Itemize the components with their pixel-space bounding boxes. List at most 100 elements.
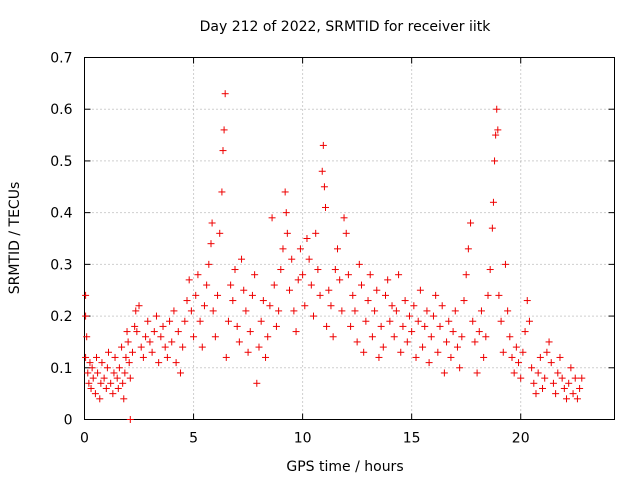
data-point [549, 379, 557, 387]
data-point [110, 369, 118, 377]
data-point [325, 286, 333, 294]
data-point [294, 276, 302, 284]
data-point [286, 286, 294, 294]
axis-ticks [84, 57, 615, 420]
data-point [246, 328, 254, 336]
data-point [327, 302, 335, 310]
data-point [218, 188, 226, 196]
data-point [107, 379, 115, 387]
data-point [438, 302, 446, 310]
data-point [132, 307, 140, 315]
data-point [303, 235, 311, 242]
data-point [410, 302, 418, 310]
data-point [318, 167, 326, 175]
data-point [563, 395, 571, 403]
data-point [344, 271, 352, 279]
data-point [492, 131, 500, 139]
data-point [118, 343, 126, 351]
data-point [233, 322, 241, 330]
data-point [388, 302, 396, 310]
y-tick-label: 0.2 [50, 309, 72, 325]
data-point [377, 322, 385, 330]
data-point [299, 271, 307, 279]
data-point [82, 353, 90, 361]
data-point [336, 276, 344, 284]
data-point [238, 255, 246, 263]
data-point [397, 348, 405, 356]
data-point [264, 333, 272, 341]
data-point [282, 209, 290, 217]
data-point [434, 348, 442, 356]
data-point [266, 302, 274, 310]
data-point [342, 229, 350, 237]
data-point [547, 359, 555, 367]
data-point [429, 312, 437, 320]
y-tick-label: 0.3 [50, 257, 72, 273]
data-point [155, 359, 163, 367]
data-point [168, 338, 176, 346]
data-point [214, 291, 222, 299]
data-point [244, 348, 252, 356]
data-point [88, 364, 96, 372]
data-point [310, 312, 318, 320]
data-point [576, 384, 584, 392]
data-point [384, 276, 392, 284]
data-point [270, 281, 278, 289]
data-point [469, 317, 477, 325]
data-point [176, 369, 184, 377]
x-axis-label: GPS time / hours [286, 459, 403, 475]
data-point [571, 374, 579, 382]
tick-labels: 0 0.1 0.2 0.3 0.4 0.5 0.6 0.7 0 5 10 15 20 [50, 51, 529, 447]
data-point [573, 395, 581, 403]
data-point [219, 147, 227, 155]
data-point [174, 328, 182, 336]
data-point [545, 338, 553, 346]
data-point [421, 322, 429, 330]
data-point [94, 369, 102, 377]
data-point [403, 338, 411, 346]
data-point [142, 333, 150, 341]
data-point [375, 353, 383, 361]
data-point [92, 353, 100, 361]
data-point [484, 291, 492, 299]
data-point [104, 348, 112, 356]
data-point [192, 291, 200, 299]
data-point [399, 322, 407, 330]
data-point [460, 297, 468, 305]
data-point [436, 322, 444, 330]
data-point [331, 266, 339, 274]
data-point [98, 359, 106, 367]
data-point [185, 276, 193, 284]
data-point [163, 353, 171, 361]
data-point [408, 328, 416, 336]
data-point [229, 297, 237, 305]
x-tick-label: 5 [189, 431, 198, 447]
data-point [183, 297, 191, 305]
plot-frame [84, 57, 615, 420]
data-point [499, 348, 507, 356]
data-point [477, 307, 485, 315]
data-point [135, 302, 143, 310]
grid-lines [84, 57, 615, 420]
data-point [386, 317, 394, 325]
data-point [578, 374, 586, 382]
data-point [83, 333, 91, 341]
data-point [312, 229, 320, 237]
x-tick-label: 15 [403, 431, 421, 447]
data-point [445, 317, 453, 325]
x-tick-label: 0 [80, 431, 89, 447]
data-point [235, 338, 243, 346]
data-point [425, 359, 433, 367]
data-point [405, 312, 413, 320]
data-point [126, 374, 134, 382]
data-point [123, 328, 131, 336]
data-point [453, 343, 461, 351]
data-point [379, 343, 387, 351]
data-point [281, 188, 289, 196]
data-point [150, 328, 158, 336]
data-point [464, 245, 472, 253]
data-point [443, 338, 451, 346]
data-point [259, 297, 267, 305]
data-point [179, 343, 187, 351]
data-point [211, 333, 219, 341]
